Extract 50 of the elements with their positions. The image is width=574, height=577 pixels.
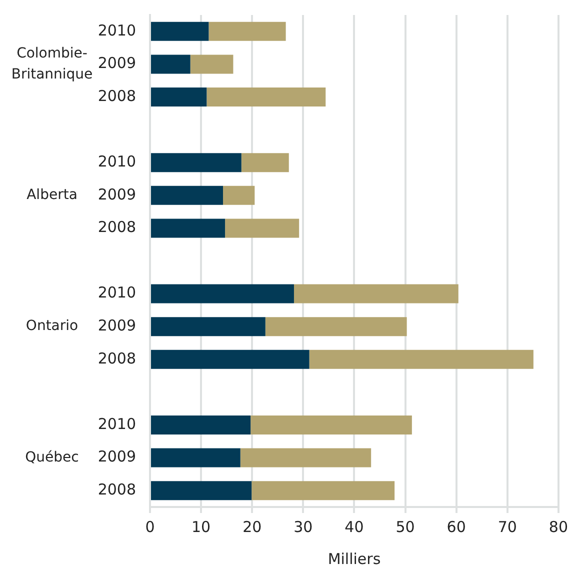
bar [240, 448, 372, 468]
bar [225, 218, 300, 238]
x-tick-label: 20 [242, 518, 262, 536]
x-tick-label: 40 [344, 518, 364, 536]
y-tick-label: 2010 [98, 21, 136, 40]
bar [151, 317, 266, 336]
bar [294, 284, 458, 304]
x-tick-label: 30 [294, 518, 313, 536]
bar [151, 218, 226, 238]
y-tick-label: 2010 [98, 284, 136, 302]
y-tick-label: 2009 [98, 185, 136, 204]
x-tick-label: 10 [192, 518, 211, 536]
y-tick-label: 2008 [98, 86, 136, 105]
bar [190, 54, 234, 74]
y-tick-label: 2010 [98, 152, 136, 170]
text: Ontario [26, 318, 78, 334]
x-tick-label: 70 [498, 518, 517, 536]
y-tick-label: 2008 [98, 218, 136, 236]
bar [241, 153, 289, 172]
x-axis-title: Milliers [328, 550, 381, 568]
y-tick-label: 2008 [98, 349, 136, 368]
bar [265, 317, 407, 336]
bar [151, 87, 207, 107]
bar [151, 186, 224, 205]
bar [309, 350, 534, 369]
y-tick-label: 2009 [98, 54, 136, 72]
bar [208, 22, 286, 41]
text: Québec [25, 449, 79, 466]
bar [250, 415, 412, 435]
x-tick-label: 50 [396, 518, 415, 536]
bar [151, 22, 209, 41]
x-tick-label: 0 [145, 518, 155, 536]
y-tick-label: 2008 [98, 480, 136, 498]
y-tick-label: 2009 [98, 448, 136, 466]
text: Alberta [26, 187, 78, 204]
bar [151, 415, 251, 435]
x-tick-label: 60 [446, 518, 466, 536]
bar [151, 481, 252, 500]
bar [252, 481, 395, 500]
bar [151, 153, 242, 172]
bar [151, 54, 190, 74]
x-tick-label: 80 [548, 518, 568, 536]
text: Colombie-Britannique [11, 45, 93, 82]
bar [151, 350, 310, 369]
bar [151, 284, 294, 304]
bar [206, 87, 326, 107]
bar [151, 448, 240, 468]
bar [223, 186, 255, 205]
y-tick-label: 2009 [98, 316, 136, 334]
y-tick-label: 2010 [98, 414, 136, 433]
